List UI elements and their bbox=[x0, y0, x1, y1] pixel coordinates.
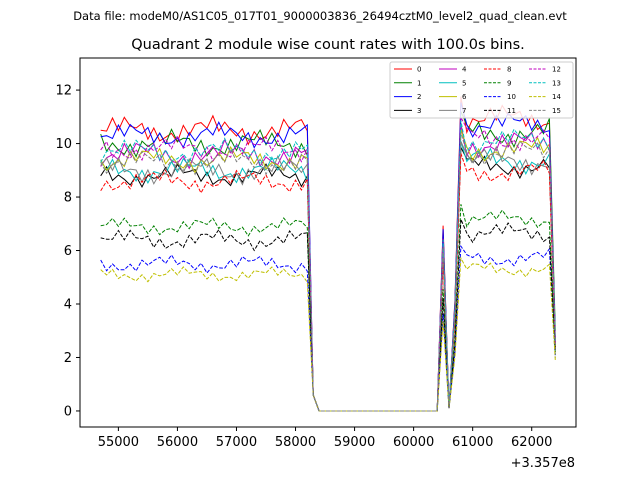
plot-frame bbox=[79, 57, 577, 428]
plot-area bbox=[100, 96, 556, 412]
series-line-5 bbox=[100, 141, 556, 412]
x-tick-label: 56000 bbox=[157, 435, 198, 450]
legend-label-14: 14 bbox=[552, 93, 561, 101]
series-line-9 bbox=[100, 204, 556, 412]
series-line-2 bbox=[100, 102, 556, 412]
x-tick-label: 57000 bbox=[216, 435, 257, 450]
x-tick-label: 59000 bbox=[334, 435, 375, 450]
legend-label-11: 11 bbox=[507, 107, 516, 115]
legend-label-15: 15 bbox=[552, 107, 561, 115]
x-tick-label: 58000 bbox=[275, 435, 316, 450]
y-tick-label: 10 bbox=[55, 137, 72, 152]
legend-box bbox=[389, 61, 574, 119]
chart-title: Quadrant 2 module wise count rates with … bbox=[131, 37, 525, 53]
x-tick-label: 62000 bbox=[511, 435, 552, 450]
legend-label-8: 8 bbox=[507, 66, 511, 74]
x-tick-label: 60000 bbox=[393, 435, 434, 450]
y-tick-label: 0 bbox=[64, 404, 72, 419]
series-line-7 bbox=[100, 141, 556, 412]
series-line-12 bbox=[100, 115, 556, 412]
legend-label-0: 0 bbox=[417, 66, 421, 74]
legend-label-12: 12 bbox=[552, 66, 561, 74]
series-line-15 bbox=[100, 132, 556, 412]
series-line-10 bbox=[100, 244, 556, 412]
y-tick-label: 12 bbox=[55, 84, 72, 99]
legend-label-3: 3 bbox=[417, 107, 421, 115]
series-line-14 bbox=[100, 256, 556, 412]
y-tick-label: 8 bbox=[64, 191, 72, 206]
axes-ticks: 55000 56000 57000 58000 59000 60000 61000 62000… bbox=[55, 84, 552, 450]
series-line-11 bbox=[100, 219, 556, 412]
series-line-3 bbox=[100, 147, 556, 412]
series-line-6 bbox=[100, 129, 556, 412]
x-offset-label: +3.357e8 bbox=[511, 456, 575, 471]
y-tick-label: 6 bbox=[64, 244, 72, 259]
legend-label-4: 4 bbox=[462, 66, 467, 74]
legend-label-10: 10 bbox=[507, 93, 516, 101]
y-tick-label: 4 bbox=[64, 298, 72, 313]
series-line-13 bbox=[100, 120, 556, 412]
legend-label-7: 7 bbox=[462, 107, 466, 115]
legend-label-5: 5 bbox=[462, 79, 466, 87]
legend-label-9: 9 bbox=[507, 79, 511, 87]
legend-label-1: 1 bbox=[417, 79, 421, 87]
legend-label-6: 6 bbox=[462, 93, 467, 101]
x-tick-label: 61000 bbox=[452, 435, 493, 450]
y-tick-label: 2 bbox=[64, 351, 72, 366]
chart-suptitle: Data file: modeM0/AS1C05_017T01_90000038… bbox=[73, 9, 567, 23]
legend-label-13: 13 bbox=[552, 79, 561, 87]
series-line-8 bbox=[100, 153, 556, 412]
x-tick-label: 55000 bbox=[98, 435, 139, 450]
legend-label-2: 2 bbox=[417, 93, 421, 101]
